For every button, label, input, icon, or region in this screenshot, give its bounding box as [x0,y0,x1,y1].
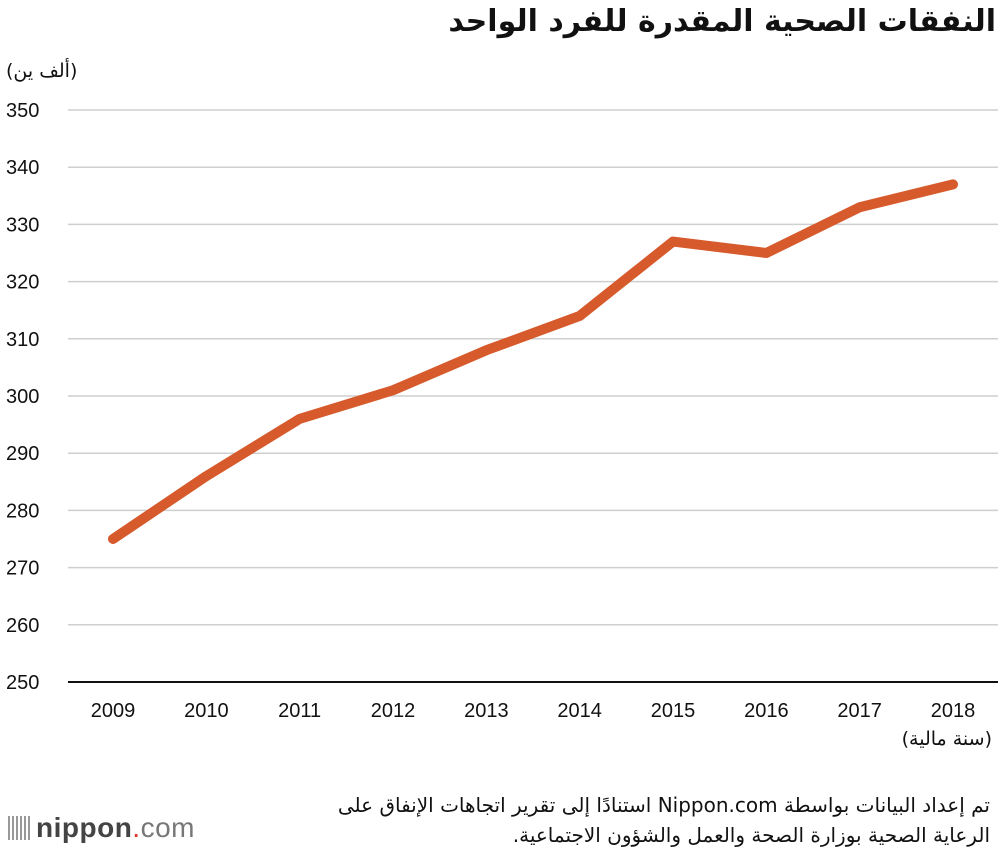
source-line-1: تم إعداد البيانات بواسطة Nippon.com استن… [337,793,990,817]
x-tick-labels: 2009 2010 2011 2012 2013 2014 2015 2016 2017 2018 [91,700,976,722]
x-tick-label: 2013 [464,700,509,722]
x-tick-label: 2014 [557,700,602,722]
x-tick-label: 2009 [91,700,136,722]
y-tick-label: 300 [6,386,39,408]
x-tick-label: 2016 [744,700,789,722]
x-tick-label: 2012 [371,700,416,722]
y-tick-label: 270 [6,558,39,580]
y-tick-label: 280 [6,500,39,522]
x-tick-label: 2018 [931,700,976,722]
nippon-logo: nippon.com [8,812,195,844]
y-tick-label: 290 [6,443,39,465]
x-axis-unit-label: (سنة مالية) [901,728,992,750]
x-tick-label: 2017 [837,700,882,722]
y-tick-label: 320 [6,272,39,294]
x-tick-label: 2015 [651,700,696,722]
chart-title: النفقات الصحية المقدرة للفرد الواحد [448,4,996,39]
y-tick-label: 250 [6,672,39,694]
series-line [108,179,958,544]
source-line-2: الرعاية الصحية بوزارة الصحة والعمل والشؤ… [512,823,990,847]
y-tick-labels: 250 260 270 280 290 300 310 320 330 340 350 [6,100,39,694]
y-tick-label: 310 [6,329,39,351]
y-tick-label: 260 [6,615,39,637]
x-tick-label: 2010 [184,700,229,722]
y-tick-label: 340 [6,157,39,179]
y-tick-label: 350 [6,100,39,122]
y-axis-unit-label: (ألف ين) [6,60,78,82]
series-line-group [108,179,958,544]
gridlines [68,109,998,683]
y-tick-label: 330 [6,214,39,236]
logo-bars-icon [8,816,30,840]
x-tick-label: 2011 [278,700,321,722]
source-note: تم إعداد البيانات بواسطة Nippon.com استن… [338,790,990,850]
